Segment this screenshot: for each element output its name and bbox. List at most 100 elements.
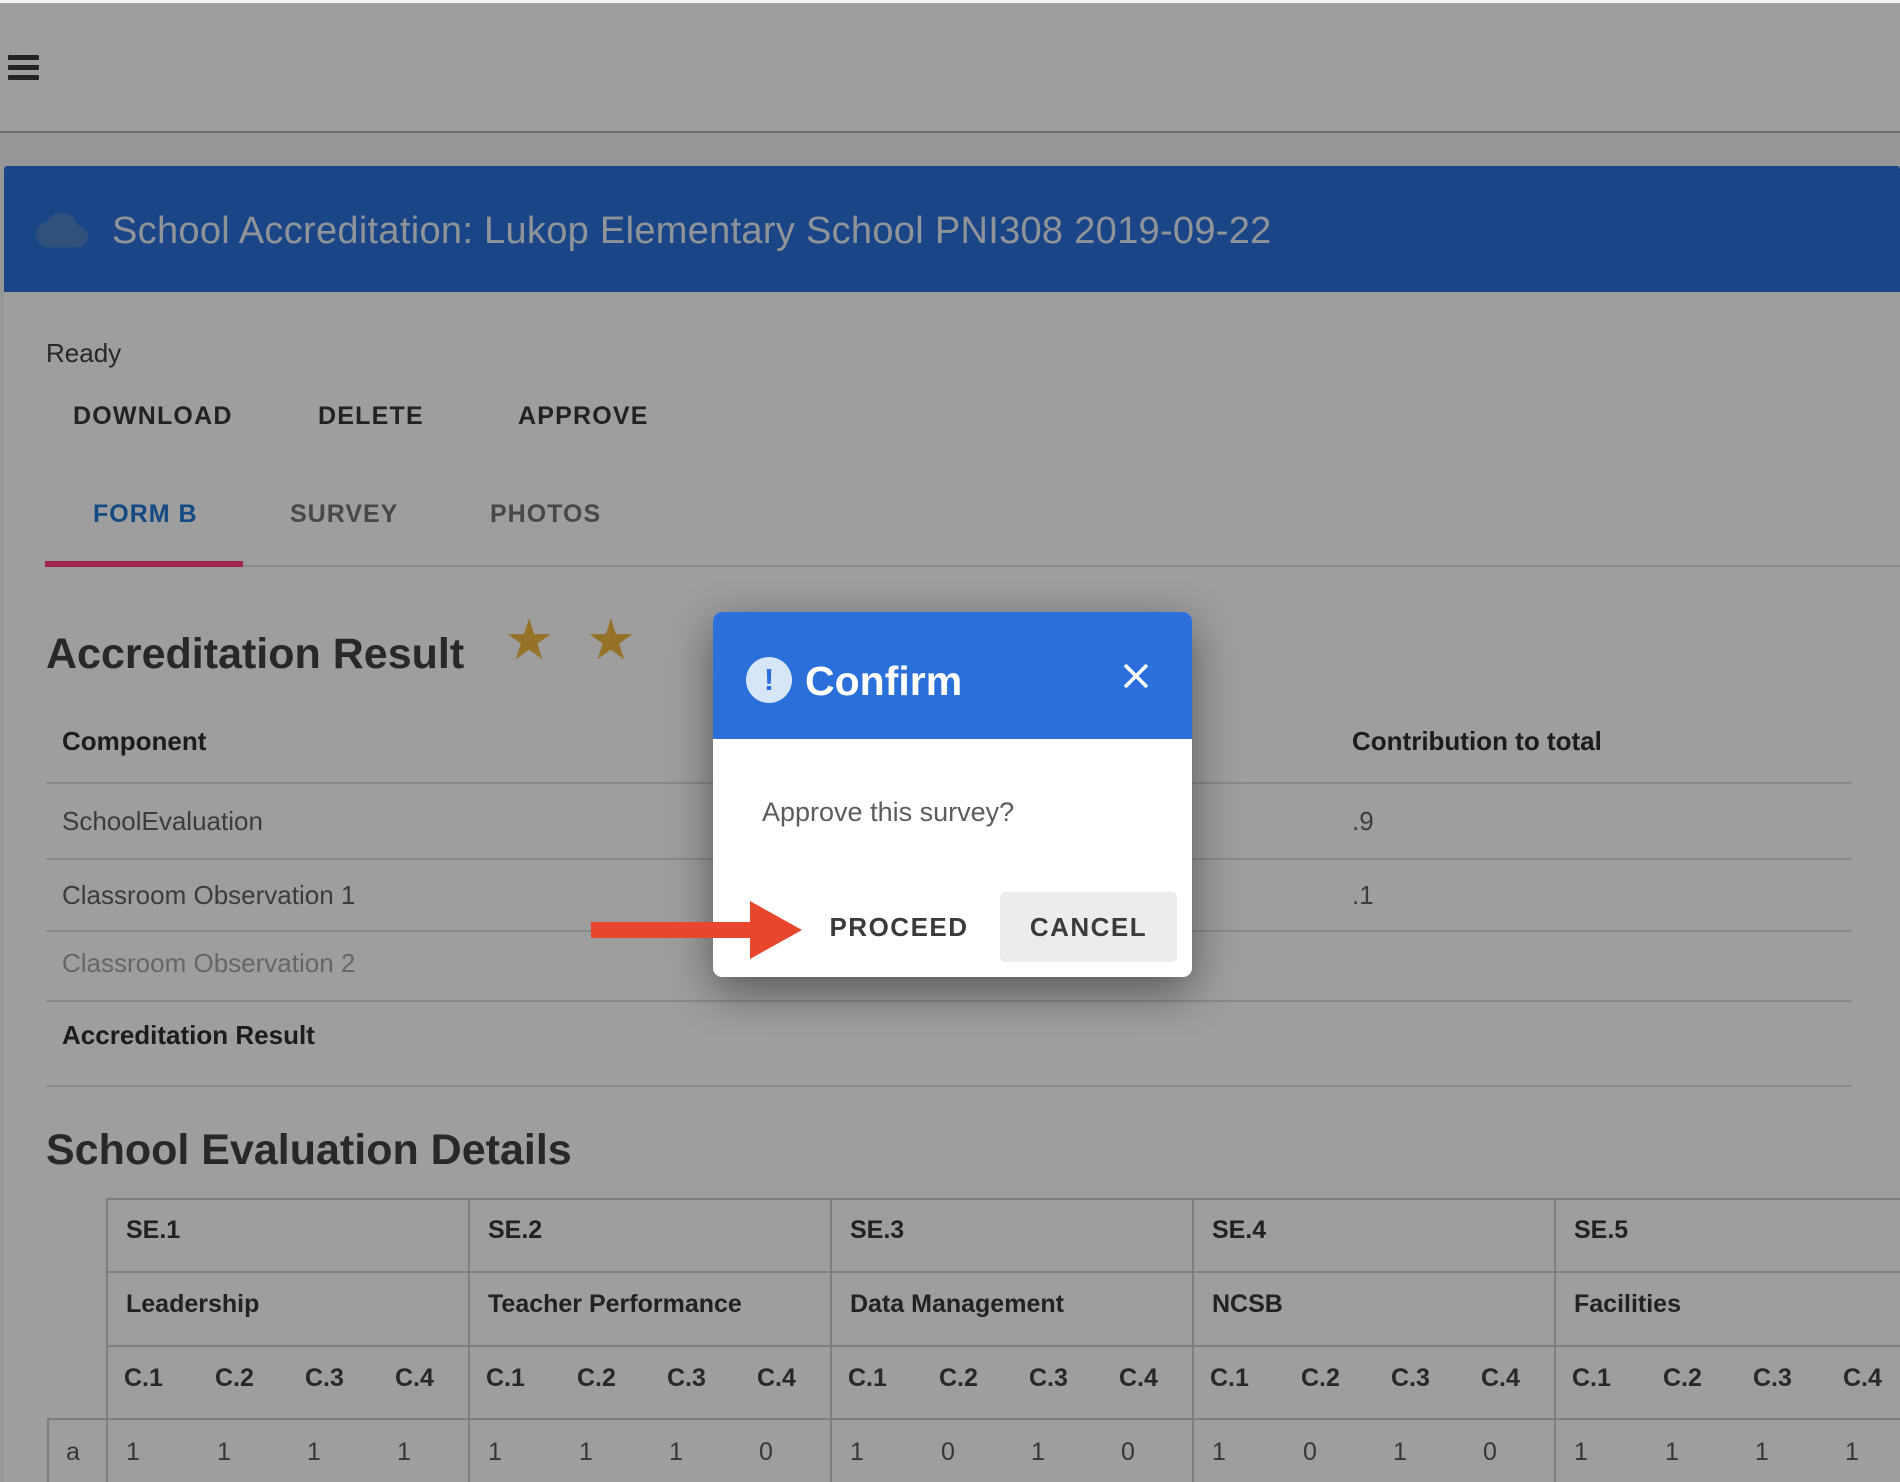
criteria-col: C.1 — [124, 1364, 163, 1392]
column-header-contribution: Contribution to total — [1352, 726, 1602, 756]
criteria-col: C.3 — [1753, 1364, 1792, 1392]
table-row-component: SchoolEvaluation — [62, 806, 263, 836]
confirm-dialog: ! Confirm Approve this survey? PROCEED C… — [713, 612, 1192, 977]
section-heading-accreditation-result: Accreditation Result — [46, 630, 465, 678]
grid-line — [106, 1271, 1900, 1273]
criteria-col: C.4 — [395, 1364, 434, 1392]
cloud-icon — [36, 212, 88, 248]
approve-button[interactable]: APPROVE — [518, 402, 649, 430]
cell-value: 1 — [1845, 1438, 1859, 1466]
group-name: NCSB — [1212, 1290, 1283, 1318]
grid-line — [47, 1418, 49, 1482]
grid-line — [1554, 1198, 1556, 1482]
dialog-message: Approve this survey? — [762, 797, 1015, 827]
group-code: SE.2 — [488, 1216, 543, 1244]
table-row-contribution: .9 — [1352, 806, 1374, 836]
criteria-col: C.4 — [1481, 1364, 1520, 1392]
cell-value: 1 — [669, 1438, 683, 1466]
window-top-edge — [0, 0, 1900, 3]
info-alert-icon: ! — [746, 657, 792, 703]
section-heading-evaluation-details: School Evaluation Details — [46, 1126, 572, 1174]
row-label: a — [66, 1438, 80, 1466]
table-row-component: Classroom Observation 1 — [62, 880, 356, 910]
active-tab-indicator — [45, 561, 243, 567]
criteria-col: C.2 — [215, 1364, 254, 1392]
table-divider — [46, 1000, 1852, 1002]
download-button[interactable]: DOWNLOAD — [73, 402, 233, 430]
criteria-col: C.3 — [305, 1364, 344, 1392]
criteria-col: C.2 — [1301, 1364, 1340, 1392]
criteria-col: C.4 — [1843, 1364, 1882, 1392]
cell-value: 1 — [850, 1438, 864, 1466]
table-row-component-total: Accreditation Result — [62, 1020, 315, 1050]
criteria-col: C.1 — [486, 1364, 525, 1392]
criteria-col: C.3 — [667, 1364, 706, 1392]
column-header-component: Component — [62, 726, 207, 756]
criteria-col: C.2 — [577, 1364, 616, 1392]
cell-value: 1 — [579, 1438, 593, 1466]
group-name: Facilities — [1574, 1290, 1681, 1318]
criteria-col: C.4 — [1119, 1364, 1158, 1392]
cell-value: 0 — [759, 1438, 773, 1466]
group-code: SE.5 — [1574, 1216, 1629, 1244]
criteria-col: C.1 — [848, 1364, 887, 1392]
group-name: Leadership — [126, 1290, 260, 1318]
status-text: Ready — [46, 338, 122, 368]
cell-value: 0 — [1303, 1438, 1317, 1466]
delete-button[interactable]: DELETE — [318, 402, 424, 430]
criteria-col: C.2 — [939, 1364, 978, 1392]
cell-value: 1 — [488, 1438, 502, 1466]
cell-value: 1 — [397, 1438, 411, 1466]
hamburger-menu-icon[interactable] — [8, 55, 39, 80]
cell-value: 1 — [1574, 1438, 1588, 1466]
top-app-bar — [0, 0, 1900, 133]
criteria-col: C.2 — [1663, 1364, 1702, 1392]
grid-line — [1192, 1198, 1194, 1482]
criteria-col: C.1 — [1210, 1364, 1249, 1392]
cell-value: 0 — [1483, 1438, 1497, 1466]
page-title: School Accreditation: Lukop Elementary S… — [112, 210, 1272, 252]
dialog-header — [713, 612, 1192, 739]
table-row-component-disabled: Classroom Observation 2 — [62, 948, 356, 978]
star-rating-icons: ★ ★ — [504, 608, 644, 671]
cell-value: 0 — [941, 1438, 955, 1466]
group-name: Data Management — [850, 1290, 1064, 1318]
criteria-col: C.4 — [757, 1364, 796, 1392]
cell-value: 0 — [1121, 1438, 1135, 1466]
group-name: Teacher Performance — [488, 1290, 742, 1318]
criteria-col: C.3 — [1391, 1364, 1430, 1392]
table-divider — [46, 1085, 1852, 1087]
group-code: SE.1 — [126, 1216, 181, 1244]
tab-form-b[interactable]: FORM B — [93, 500, 198, 528]
cell-value: 1 — [1755, 1438, 1769, 1466]
cell-value: 1 — [126, 1438, 140, 1466]
grid-line — [106, 1198, 1900, 1200]
criteria-col: C.3 — [1029, 1364, 1068, 1392]
criteria-col: C.1 — [1572, 1364, 1611, 1392]
grid-line — [106, 1345, 1900, 1347]
group-code: SE.4 — [1212, 1216, 1267, 1244]
record-header-bar — [4, 166, 1900, 292]
tab-photos[interactable]: PHOTOS — [490, 500, 602, 528]
grid-line — [106, 1198, 108, 1482]
table-row-contribution: .1 — [1352, 880, 1374, 910]
dialog-title: Confirm — [805, 658, 963, 704]
grid-line — [47, 1418, 1900, 1420]
cell-value: 1 — [1665, 1438, 1679, 1466]
cell-value: 1 — [1212, 1438, 1226, 1466]
cell-value: 1 — [307, 1438, 321, 1466]
cell-value: 1 — [1393, 1438, 1407, 1466]
close-x-icon[interactable] — [1120, 660, 1152, 692]
grid-line — [468, 1198, 470, 1482]
tab-survey[interactable]: SURVEY — [290, 500, 399, 528]
cell-value: 1 — [1031, 1438, 1045, 1466]
annotation-arrow — [591, 922, 752, 938]
cancel-button[interactable]: CANCEL — [1000, 892, 1177, 962]
group-code: SE.3 — [850, 1216, 905, 1244]
annotation-arrow-head — [750, 901, 802, 959]
cell-value: 1 — [217, 1438, 231, 1466]
proceed-button[interactable]: PROCEED — [819, 892, 979, 962]
tab-bar-divider — [45, 565, 1900, 567]
grid-line — [830, 1198, 832, 1482]
